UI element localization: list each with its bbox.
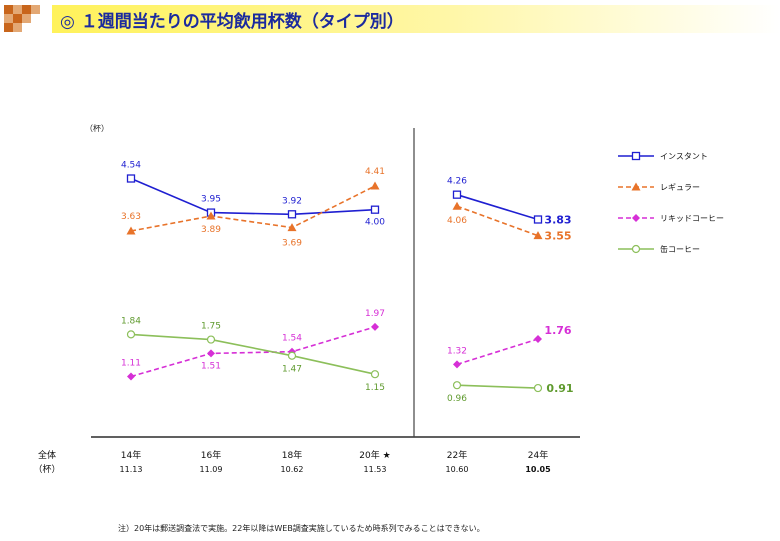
legend-marker <box>631 244 641 254</box>
data-label: 3.92 <box>282 196 302 206</box>
decor-square <box>4 23 13 32</box>
data-label: 0.91 <box>546 382 573 395</box>
data-label: 4.41 <box>365 167 385 177</box>
data-point <box>287 210 297 219</box>
series-line <box>130 326 376 378</box>
data-point <box>126 330 136 339</box>
footnote: 注）20年は郵送調査法で実施。22年以降はWEB調査実施しているため時系列でみる… <box>118 524 485 533</box>
series-line <box>456 205 539 237</box>
data-point <box>206 335 216 344</box>
x-tick-label: 16年 <box>201 449 221 461</box>
title-band <box>52 5 780 33</box>
header-bar: ◎ １週間当たりの平均飲用杯数（タイプ別） <box>0 0 780 40</box>
total-row-value: 11.09 <box>200 465 223 474</box>
series-line <box>130 177 376 216</box>
data-label: 4.26 <box>447 177 467 187</box>
data-point <box>287 351 297 360</box>
data-label: 3.83 <box>544 213 571 226</box>
x-tick-label: 18年 <box>282 449 302 461</box>
data-label: 3.69 <box>282 239 302 249</box>
x-tick-label: 22年 <box>447 449 467 461</box>
total-row-value: 10.05 <box>525 465 551 474</box>
data-point <box>126 174 136 183</box>
data-point <box>370 205 380 214</box>
data-point <box>533 231 543 240</box>
legend-label: レギュラー <box>660 183 700 192</box>
data-label: 3.63 <box>121 212 141 222</box>
data-label: 1.51 <box>201 361 221 371</box>
data-label: 4.00 <box>365 218 385 228</box>
page-title: ◎ １週間当たりの平均飲用杯数（タイプ別） <box>60 12 404 32</box>
data-label: 3.55 <box>544 230 571 243</box>
total-row-value: 11.13 <box>120 465 143 474</box>
data-point <box>371 322 379 331</box>
decor-square <box>22 5 31 14</box>
data-label: 4.06 <box>447 216 467 226</box>
decor-square <box>13 23 22 32</box>
data-point <box>452 201 462 210</box>
legend-label: 缶コーヒー <box>660 244 700 254</box>
data-point <box>533 215 543 224</box>
data-point <box>126 226 136 235</box>
data-label: 1.47 <box>282 365 302 375</box>
data-label: 3.95 <box>201 195 221 205</box>
data-label: 1.11 <box>121 359 141 369</box>
series-line <box>456 384 539 389</box>
data-point <box>370 181 380 190</box>
data-point <box>534 334 542 343</box>
data-point <box>370 370 380 379</box>
series-line <box>456 193 539 221</box>
x-tick-label: 20年 ★ <box>359 449 390 461</box>
decor-square <box>4 5 13 14</box>
data-point <box>452 381 462 390</box>
legend-marker <box>631 182 641 191</box>
total-row-value: 10.60 <box>446 465 469 474</box>
total-row-value: 10.62 <box>281 465 304 474</box>
data-label: 1.97 <box>365 309 385 319</box>
series-line <box>130 185 376 232</box>
data-point <box>533 383 543 393</box>
data-point <box>453 360 461 369</box>
data-label: 1.76 <box>544 324 571 337</box>
total-row-unit: （杯） <box>33 463 60 475</box>
x-tick-label: 24年 <box>528 449 548 461</box>
total-row-label: 全体 <box>38 449 56 461</box>
legend-marker <box>631 151 641 161</box>
data-point <box>206 211 216 220</box>
data-label: 1.75 <box>201 322 221 332</box>
decor-square <box>22 14 31 23</box>
data-label: 3.89 <box>201 225 221 235</box>
x-tick-label: 14年 <box>121 449 141 461</box>
data-label: 4.54 <box>121 161 141 171</box>
data-label: 0.96 <box>447 394 467 404</box>
data-point <box>207 349 215 358</box>
legend-marker <box>632 214 640 222</box>
total-row-value: 11.53 <box>364 465 387 474</box>
legend-label: リキッドコーヒー <box>660 214 724 223</box>
data-point <box>452 190 462 199</box>
y-unit-label: （杯） <box>85 123 109 133</box>
data-label: 1.15 <box>365 383 385 393</box>
data-label: 1.32 <box>447 346 467 356</box>
legend-label: インスタント <box>660 152 708 161</box>
data-point <box>127 372 135 381</box>
decor-square <box>13 14 22 23</box>
data-label: 1.54 <box>282 334 302 344</box>
data-label: 1.84 <box>121 316 141 326</box>
decor-square <box>4 14 13 23</box>
decor-square <box>31 5 40 14</box>
decor-square <box>13 5 22 14</box>
data-point <box>287 223 297 232</box>
series-line <box>456 338 539 366</box>
series-line <box>130 333 376 375</box>
